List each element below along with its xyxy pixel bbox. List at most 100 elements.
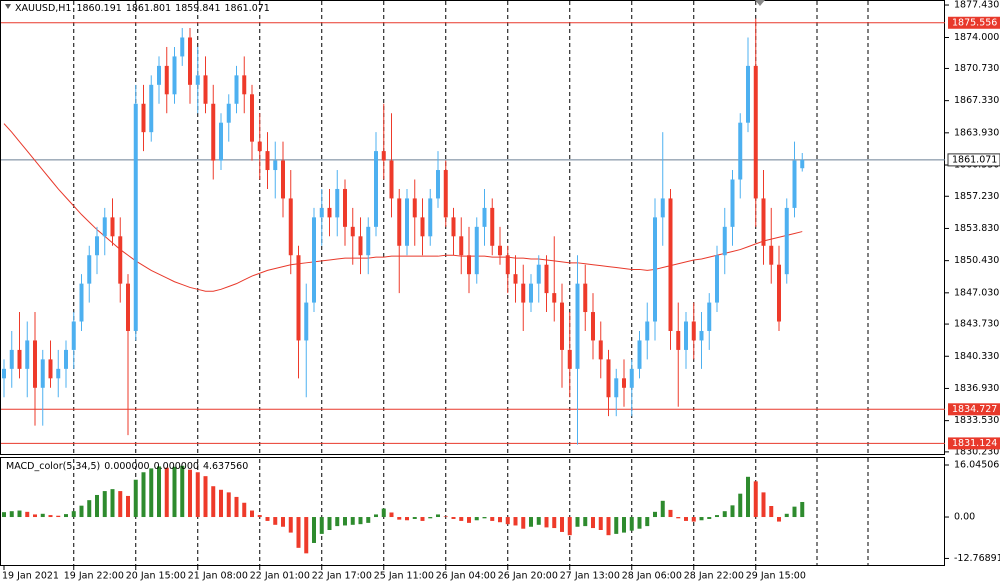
macd-readout: 0.000000 [154, 461, 199, 472]
macd-bar [265, 517, 270, 521]
candle-body [420, 217, 425, 237]
macd-bar [738, 493, 743, 518]
candle-body [451, 217, 456, 237]
macd-bar [412, 517, 417, 519]
chart-header: XAUUSD,H1 1860.191 1861.801 1859.841 1861.07… [15, 3, 270, 14]
candle-body [397, 198, 402, 246]
macd-bar [126, 495, 130, 518]
candle-body [327, 207, 332, 218]
macd-bar [188, 469, 192, 518]
macd-bar [281, 517, 285, 527]
macd-bar [691, 517, 696, 522]
macd-bar [552, 517, 557, 529]
candle-body [684, 321, 688, 350]
macd-bar [157, 466, 161, 518]
candle-body [567, 349, 572, 369]
candle-body [428, 198, 433, 237]
macd-bar [575, 517, 580, 527]
x-tick-label: 28 Jan 22:00 [684, 571, 744, 582]
macd-bar [211, 486, 216, 518]
macd-bar [544, 517, 549, 528]
y-tick-label: 1850.430 [954, 255, 999, 266]
macd-bar [428, 517, 433, 519]
candle-body [79, 283, 84, 322]
macd-bar [606, 517, 611, 536]
macd-bar [87, 500, 92, 518]
candle-body [792, 160, 797, 208]
candle-body [482, 207, 487, 227]
macd-bar [637, 517, 642, 529]
candle-body [668, 198, 673, 331]
candle-body [614, 378, 619, 398]
macd-bar [242, 502, 247, 518]
candle-body [126, 283, 130, 331]
candle-body [288, 198, 293, 256]
macd-title: MACD_color(5,34,5) [6, 461, 100, 472]
macd-bar [459, 517, 464, 521]
candle-body [536, 264, 541, 284]
candle-body [746, 65, 750, 123]
macd-bar [622, 517, 626, 533]
macd-bar [296, 517, 301, 548]
macd-bar [513, 517, 518, 526]
candle-body [312, 217, 316, 303]
candle-body [436, 170, 440, 199]
macd-bar [521, 517, 526, 529]
candle-body [102, 217, 107, 237]
candle-body [699, 330, 704, 341]
macd-bar [614, 517, 619, 534]
symbol: XAUUSD,H1 [15, 3, 71, 14]
candle-body [389, 160, 394, 199]
candle-body [505, 255, 510, 275]
macd-bar [467, 517, 471, 523]
macd-bar [288, 517, 293, 533]
macd-bar [498, 517, 502, 523]
y-tick-label: 1836.930 [954, 383, 999, 394]
candle-body [133, 103, 138, 331]
macd-bar [436, 514, 440, 518]
macd-bar [172, 466, 177, 518]
macd-bar [505, 517, 510, 525]
y-tick-label: 1863.930 [954, 127, 999, 138]
macd-bar [529, 517, 533, 527]
candle-body [583, 283, 588, 313]
y-tick-label: 0.00 [954, 512, 975, 523]
candle-body [405, 198, 409, 246]
candle-body [172, 56, 177, 95]
macd-bar [567, 517, 572, 536]
macd-bar [79, 505, 84, 518]
candle-body [95, 236, 99, 256]
macd-bar [203, 476, 208, 518]
y-tick-label: 1857.230 [954, 191, 999, 202]
x-tick-label: 21 Jan 08:00 [188, 571, 248, 582]
candle-body [490, 207, 495, 246]
macd-bar [381, 508, 386, 518]
candle-body [188, 37, 192, 85]
candle-body [25, 340, 30, 369]
candle-body [498, 245, 502, 256]
candle-body [226, 103, 231, 123]
macd-bar [645, 517, 650, 527]
macd-bar [777, 517, 781, 522]
candle-body [33, 340, 37, 388]
macd-bar [195, 472, 200, 518]
macd-bar [234, 496, 239, 518]
macd-bar [180, 465, 185, 518]
macd-bar [598, 517, 603, 530]
macd-bar [17, 510, 22, 518]
y-tick-label: 1830.230 [954, 446, 999, 457]
y-tick-label: 1870.730 [954, 63, 999, 74]
candle-body [738, 122, 743, 180]
candle-body [645, 321, 650, 341]
candle-body [265, 151, 270, 171]
candle-body [474, 226, 479, 275]
macd-bar [250, 510, 254, 518]
candle-body [521, 283, 526, 303]
macd-bar [350, 517, 355, 525]
ohlc-high: 1861.801 [126, 3, 171, 14]
candle-body [195, 75, 200, 85]
candle-body [343, 188, 347, 227]
candle-body [48, 359, 53, 379]
macd-bar [9, 511, 14, 518]
candle-body [141, 103, 146, 133]
